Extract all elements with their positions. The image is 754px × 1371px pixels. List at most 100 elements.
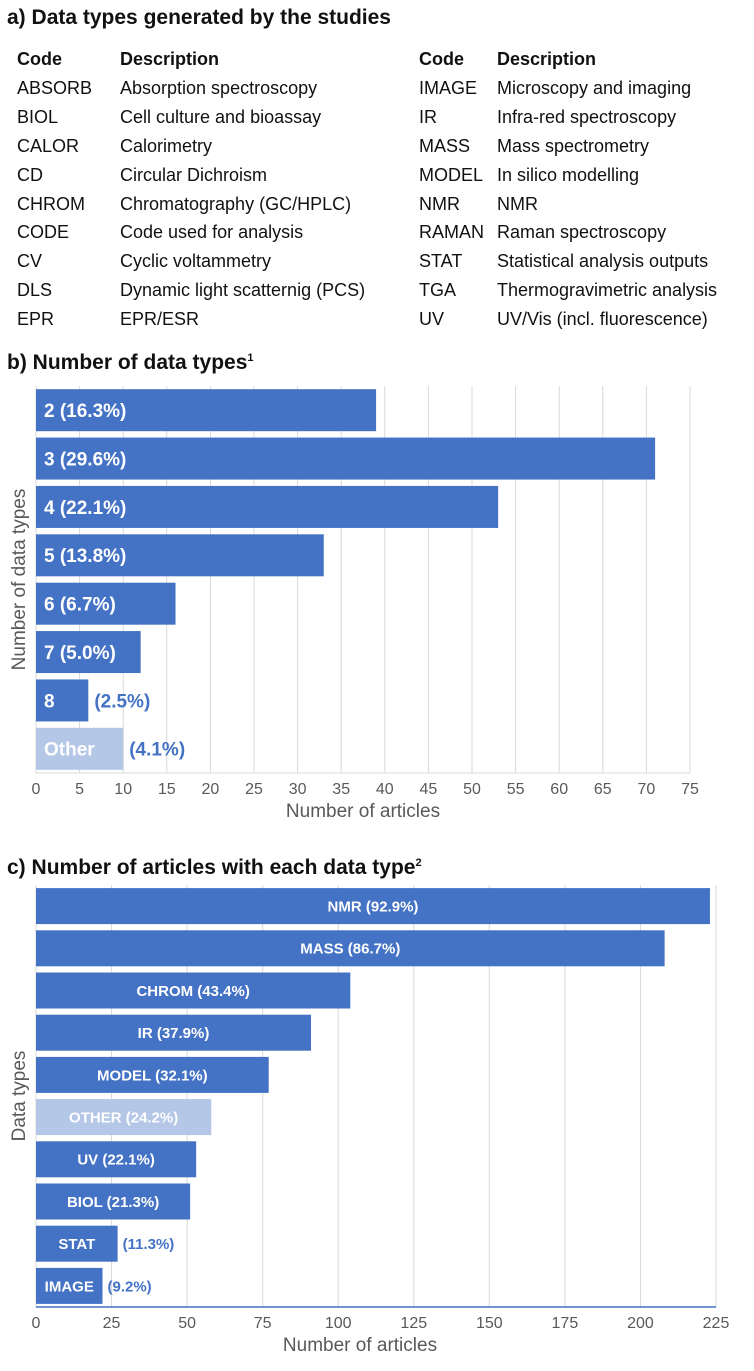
description-cell: Statistical analysis outputs — [497, 251, 709, 272]
bar-biol — [36, 1183, 191, 1220]
bar-label: IR (37.9%) — [138, 1025, 210, 1042]
code-cell: EPR — [17, 309, 55, 330]
description-cell: Raman spectroscopy — [497, 222, 667, 243]
section-c-label: c) — [7, 856, 26, 879]
code-cell: TGA — [419, 280, 457, 301]
bar-label: 2 (16.3%) — [44, 401, 126, 422]
table-row: EPR EPR/ESR — [17, 305, 365, 334]
table-row: CD Circular Dichroism — [17, 161, 365, 190]
table-row: NMR NMR — [419, 190, 717, 219]
bar-label: CHROM (43.4%) — [136, 983, 249, 1000]
x-tick-label: 55 — [507, 781, 525, 798]
bar-label: 4 (22.1%) — [44, 498, 126, 519]
y-axis-title: Number of data types — [9, 489, 30, 671]
code-cell: IMAGE — [419, 77, 478, 98]
code-cell: ABSORB — [17, 77, 93, 98]
section-c-title: c) Number of articles with each data typ… — [7, 856, 422, 880]
header-code-right: Code — [419, 49, 464, 69]
x-tick-label: 45 — [420, 781, 438, 798]
x-tick-label: 150 — [476, 1315, 503, 1332]
header-description-right: Description — [497, 49, 597, 69]
x-tick-label: 30 — [289, 781, 307, 798]
bar-label: 6 (6.7%) — [44, 595, 116, 616]
bar-category-label: STAT — [58, 1236, 95, 1253]
x-tick-label: 40 — [376, 781, 394, 798]
description-cell: In silico modelling — [497, 164, 640, 185]
description-cell: EPR/ESR — [120, 309, 200, 330]
x-tick-label: 15 — [158, 781, 176, 798]
bar-5 — [36, 534, 324, 577]
code-cell: CALOR — [17, 135, 80, 156]
x-tick-label: 0 — [32, 781, 41, 798]
code-cell: BIOL — [17, 106, 59, 127]
x-tick-label: 5 — [75, 781, 84, 798]
header-description-left: Description — [120, 49, 220, 69]
bar-category-label: IMAGE — [45, 1278, 94, 1295]
table-row: DLS Dynamic light scatternig (PCS) — [17, 276, 365, 305]
table-row: TGA Thermogravimetric analysis — [419, 276, 717, 305]
x-tick-label: 200 — [627, 1315, 654, 1332]
table-row: CV Cyclic voltammetry — [17, 247, 365, 276]
table-row: STAT Statistical analysis outputs — [419, 247, 717, 276]
bar-percent-label: (9.2%) — [107, 1278, 151, 1295]
bar-label: BIOL (21.3%) — [67, 1194, 159, 1211]
code-cell: CHROM — [17, 193, 85, 214]
x-tick-label: 225 — [703, 1315, 730, 1332]
description-cell: Mass spectrometry — [497, 135, 650, 156]
code-cell: STAT — [419, 251, 463, 272]
code-cell: MASS — [419, 135, 471, 156]
table-row: CHROM Chromatography (GC/HPLC) — [17, 190, 365, 219]
section-b-title-text: Number of data types — [32, 351, 248, 374]
bar-label: 7 (5.0%) — [44, 643, 116, 664]
x-tick-label: 0 — [32, 1315, 41, 1332]
table-row: IR Infra-red spectroscopy — [419, 103, 717, 132]
bar-4 — [36, 485, 499, 528]
code-cell: UV — [419, 309, 445, 330]
section-b-label: b) — [7, 351, 27, 374]
bar-stat — [36, 1225, 118, 1262]
bar-nmr — [36, 888, 710, 925]
x-tick-label: 75 — [254, 1315, 272, 1332]
bar-8 — [36, 679, 89, 722]
section-b-superscript: 1 — [247, 352, 254, 364]
bar-image — [36, 1267, 103, 1304]
table-row: CODE Code used for analysis — [17, 218, 365, 247]
table-row: CALOR Calorimetry — [17, 132, 365, 161]
table-header-left: Code Description — [17, 45, 365, 74]
bar-percent-label: (4.1%) — [129, 740, 185, 761]
bar-label: 3 (29.6%) — [44, 449, 126, 470]
code-cell: CV — [17, 251, 43, 272]
bar-ir — [36, 1014, 312, 1051]
table-row: ABSORB Absorption spectroscopy — [17, 74, 365, 103]
table-header-right: Code Description — [419, 45, 717, 74]
code-cell: RAMAN — [419, 222, 485, 243]
bar-other — [36, 727, 124, 770]
bar-chrom — [36, 972, 351, 1009]
section-c-title-text: Number of articles with each data type — [31, 856, 416, 879]
x-tick-label: 20 — [202, 781, 220, 798]
description-cell: Absorption spectroscopy — [120, 77, 318, 98]
bar-label: MODEL (32.1%) — [97, 1067, 208, 1084]
code-cell: CD — [17, 164, 43, 185]
table-row: UV UV/Vis (incl. fluorescence) — [419, 305, 717, 334]
description-cell: Chromatography (GC/HPLC) — [120, 193, 352, 214]
x-tick-label: 50 — [463, 781, 481, 798]
chart-number-of-data-types: 2 (16.3%) 3 (29.6%) 4 (22.1%) 5 (13.8%) 6 (6… — [9, 386, 699, 822]
table-row: MODEL In silico modelling — [419, 161, 717, 190]
description-cell: NMR — [497, 193, 538, 214]
description-cell: Cell culture and bioassay — [120, 106, 322, 127]
chart-articles-per-data-type: NMR (92.9%) MASS (86.7%) CHROM (43.4%) IR (… — [9, 885, 730, 1356]
bar-label: MASS (86.7%) — [300, 941, 400, 958]
section-a-title-text: Data types generated by the studies — [31, 6, 391, 29]
bar-category-label: 8 — [44, 691, 55, 712]
x-tick-label: 50 — [178, 1315, 196, 1332]
x-tick-label: 125 — [400, 1315, 427, 1332]
code-cell: DLS — [17, 280, 53, 301]
y-axis-title: Data types — [9, 1051, 30, 1142]
bar-label: UV (22.1%) — [77, 1152, 155, 1169]
description-cell: Cyclic voltammetry — [120, 251, 272, 272]
x-tick-label: 10 — [114, 781, 132, 798]
x-tick-label: 60 — [550, 781, 568, 798]
description-cell: Code used for analysis — [120, 222, 304, 243]
description-cell: Circular Dichroism — [120, 164, 268, 185]
